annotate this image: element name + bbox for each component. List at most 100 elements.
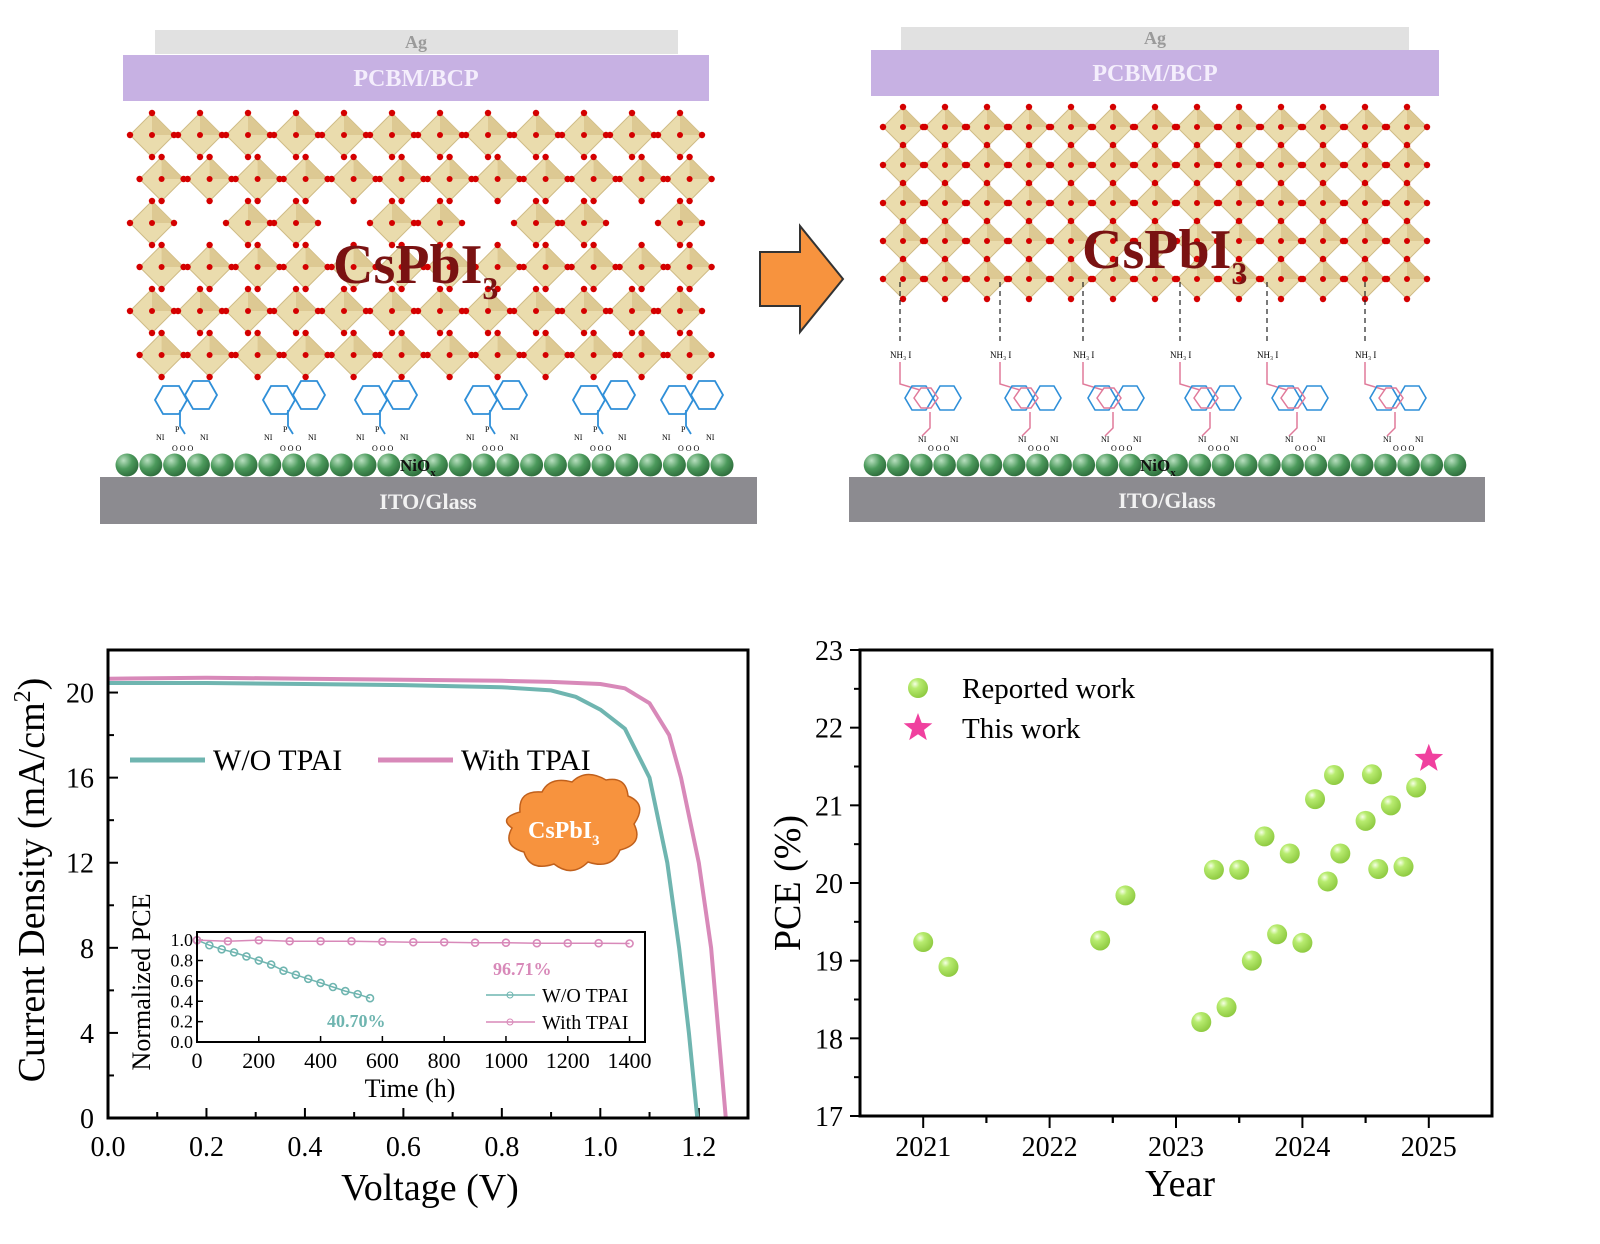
iodide-atom (1089, 199, 1097, 207)
iodide-atom (414, 307, 422, 315)
iodide-atom (1319, 179, 1327, 187)
iodide-atom (1068, 124, 1074, 130)
iodide-atom (414, 219, 422, 227)
octahedron-face (987, 107, 1007, 127)
x-tick-label: 2024 (1274, 1132, 1330, 1163)
iodide-atom (1277, 103, 1285, 111)
iodide-atom (484, 285, 492, 293)
iodide-atom (664, 351, 671, 359)
octahedron-face (1155, 107, 1175, 127)
iodide-atom (350, 264, 357, 270)
iodide-atom (628, 329, 636, 337)
iodide-atom (302, 197, 309, 205)
pcbm-layer-right (871, 50, 1439, 96)
iodide-atom (1068, 162, 1074, 168)
iodide-atom (879, 161, 887, 169)
iodide-atom (900, 162, 906, 168)
niox-nanoparticle (1211, 453, 1235, 477)
reported-work-point (1279, 843, 1300, 864)
iodide-atom (148, 197, 156, 205)
iodide-atom (1005, 199, 1013, 207)
iodide-atom (616, 263, 623, 271)
iodide-atom (197, 308, 203, 314)
inset-y-tick-label: 0.2 (171, 1012, 194, 1032)
inset-marker-with-tpai (439, 937, 449, 947)
octahedron-face (987, 145, 1007, 165)
niox-nanoparticle (1350, 453, 1374, 477)
iodide-atom (1025, 103, 1033, 111)
octahedron-face (1029, 145, 1049, 165)
inset-frame (196, 931, 646, 1043)
iodide-atom (921, 275, 929, 283)
inset-legend-label-wo: W/O TPAI (542, 985, 628, 1007)
iodide-atom (1109, 141, 1117, 149)
octahedron-face (641, 245, 664, 267)
iodide-atom (388, 197, 396, 205)
octahedron-face (1365, 145, 1385, 165)
iodide-atom (149, 132, 155, 138)
inset-marker-with-tpai (378, 937, 387, 946)
octahedron-face (401, 245, 424, 267)
iodide-atom (206, 285, 213, 293)
iodide-atom (1341, 123, 1349, 131)
iodide-atom (1341, 275, 1349, 283)
iodide-atom (638, 153, 645, 161)
inset-xlabel: Time (h) (365, 1074, 456, 1103)
inset-y-tick-label: 0.0 (171, 1032, 194, 1052)
iodide-atom (1215, 161, 1223, 169)
inset-y-tick-label: 1.0 (171, 930, 194, 950)
iodide-atom (963, 161, 971, 169)
iodide-atom (1403, 255, 1411, 263)
iodide-atom (1403, 179, 1411, 187)
iodide-atom (376, 263, 383, 271)
niox-nanoparticle (639, 453, 663, 477)
ni-label: NI (706, 433, 715, 442)
octahedron-face (593, 333, 616, 355)
reported-work-point (1380, 795, 1401, 816)
niox-nanoparticle (353, 453, 377, 477)
iodide-atom (270, 307, 278, 315)
iodide-atom (446, 176, 453, 182)
iodide-atom (1362, 162, 1368, 168)
octahedron-face (680, 201, 702, 223)
iodide-atom (318, 131, 326, 139)
iodide-atom (388, 109, 396, 117)
octahedron-face (1071, 145, 1091, 165)
octahedron-face (1113, 221, 1133, 241)
iodide-atom (532, 329, 540, 337)
iodide-atom (292, 197, 300, 205)
iodide-atom (542, 285, 549, 293)
inset-x-tick-label: 1400 (608, 1048, 652, 1073)
iodide-atom (984, 124, 990, 130)
iodide-atom (941, 103, 949, 111)
iodide-atom (126, 307, 134, 315)
ni-label: NI (510, 433, 519, 442)
iodide-atom (340, 285, 348, 293)
octahedron-face (1281, 183, 1301, 203)
perovskite-label-left: CsPbI3 (333, 234, 498, 306)
reported-work-point (1115, 885, 1136, 906)
iodide-atom (1277, 217, 1285, 225)
iodide-atom (568, 351, 575, 359)
iodide-atom (590, 373, 597, 381)
iodide-atom (941, 141, 949, 149)
tpai-molecule (1096, 387, 1122, 437)
iodide-atom (580, 329, 588, 337)
x-tick-label: 0.6 (386, 1132, 421, 1163)
iodide-atom (388, 241, 396, 249)
iodide-atom (1403, 295, 1411, 303)
octahedron-face (1113, 145, 1133, 165)
octahedron-face (392, 113, 414, 135)
iodide-atom (254, 373, 261, 381)
iodide-atom (654, 131, 662, 139)
x-tick-label: 0.4 (287, 1132, 322, 1163)
octahedron-face (903, 145, 923, 165)
reported-work-point (1406, 777, 1427, 798)
inset-marker-with-tpai (532, 938, 542, 948)
inset-marker-with-tpai (501, 938, 511, 947)
inset-legend-marker-with (506, 1018, 514, 1026)
octahedron-face (1155, 259, 1175, 279)
ni-label: NI (1050, 435, 1059, 444)
iodide-atom (1151, 255, 1159, 263)
iodide-atom (942, 238, 948, 244)
